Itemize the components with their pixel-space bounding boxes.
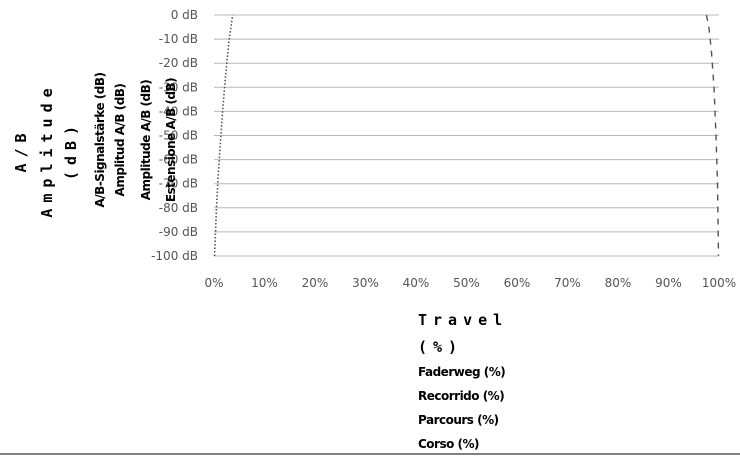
y-tick-label: -90 dB	[159, 225, 198, 239]
y-axis-title-line: Amplitude	[38, 82, 56, 217]
x-tick-label: 40%	[403, 276, 430, 290]
y-axis-title-line: A/B	[12, 127, 30, 172]
y-axis-title: A/B Amplitude (dB) A/B-Signalstärke (dB) Amp…	[12, 73, 178, 218]
series-line-rising	[213, 14, 234, 257]
y-tick-label: -70 dB	[159, 177, 198, 191]
x-axis-title-line: (%)	[418, 338, 463, 356]
x-tick-label: 0%	[204, 276, 223, 290]
x-tick-label: 10%	[251, 276, 278, 290]
y-axis-title-line: Amplitud A/B (dB)	[113, 84, 127, 197]
x-axis-title-line: Travel	[418, 311, 508, 329]
y-tick-label: 0 dB	[171, 8, 198, 22]
x-axis-title: Travel (%) Faderweg (%) Recorrido (%) Parcou…	[418, 311, 508, 451]
x-tick-label: 70%	[554, 276, 581, 290]
x-tick-label: 20%	[302, 276, 329, 290]
y-tick-label: -50 dB	[159, 129, 198, 143]
x-axis-title-line: Faderweg (%)	[418, 365, 505, 379]
y-tick-labels: 0 dB -10 dB -20 dB -30 dB -40 dB -50 dB -60 dB…	[151, 8, 198, 263]
x-tick-label: 90%	[655, 276, 682, 290]
y-tick-label: -20 dB	[159, 56, 198, 70]
y-tick-label: -10 dB	[159, 32, 198, 46]
y-axis-title-line: A/B-Signalstärke (dB)	[93, 73, 107, 208]
y-tick-label: -60 dB	[159, 153, 198, 167]
x-axis-title-line: Parcours (%)	[418, 413, 499, 427]
series-lines	[213, 14, 720, 257]
y-tick-label: -30 dB	[159, 80, 198, 94]
x-axis-title-line: Corso (%)	[418, 437, 479, 451]
y-tick-label: -40 dB	[159, 104, 198, 118]
x-tick-label: 30%	[352, 276, 379, 290]
x-tick-label: 80%	[605, 276, 632, 290]
x-tick-label: 100%	[702, 276, 736, 290]
y-axis-title-line: Amplitude A/B (dB)	[139, 80, 153, 201]
y-axis-title-line: (dB)	[62, 120, 80, 180]
x-tick-labels: 0% 10% 20% 30% 40% 50% 60% 70% 80% 90% 100%	[204, 276, 736, 290]
series-line-falling	[705, 14, 720, 257]
x-tick-label: 50%	[453, 276, 480, 290]
grid-lines	[214, 14, 719, 257]
y-tick-label: -80 dB	[159, 201, 198, 215]
x-tick-label: 60%	[504, 276, 531, 290]
x-axis-title-line: Recorrido (%)	[418, 389, 504, 403]
y-tick-label: -100 dB	[151, 249, 198, 263]
y-axis-title-line: Estensione A/B (dB)	[164, 78, 178, 202]
